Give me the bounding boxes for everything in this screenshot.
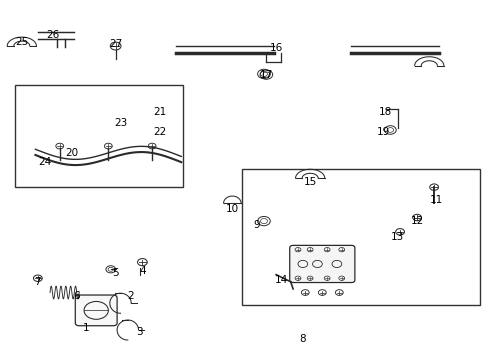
Text: 3: 3 (136, 327, 143, 337)
FancyBboxPatch shape (75, 295, 117, 326)
Text: 13: 13 (390, 232, 404, 242)
FancyBboxPatch shape (289, 246, 354, 283)
Text: 7: 7 (35, 277, 41, 287)
Text: 25: 25 (15, 37, 28, 48)
Text: 27: 27 (109, 39, 122, 49)
Text: 23: 23 (114, 118, 127, 128)
Text: 17: 17 (259, 69, 272, 80)
Text: 15: 15 (303, 177, 316, 187)
Text: 20: 20 (65, 148, 78, 158)
Text: 11: 11 (429, 195, 442, 204)
Text: 9: 9 (253, 220, 260, 230)
Text: 1: 1 (83, 323, 90, 333)
Text: 14: 14 (274, 275, 287, 285)
Text: 8: 8 (299, 334, 305, 344)
Text: 21: 21 (152, 107, 166, 117)
Text: 12: 12 (409, 216, 423, 226)
Text: 6: 6 (73, 291, 80, 301)
Text: 19: 19 (376, 127, 389, 137)
Text: 22: 22 (152, 127, 166, 137)
Text: 2: 2 (127, 291, 133, 301)
Text: 26: 26 (46, 30, 59, 40)
Text: 4: 4 (139, 266, 145, 276)
Bar (15, 85, 183, 187)
Text: 18: 18 (378, 107, 391, 117)
Text: 24: 24 (39, 157, 52, 167)
Text: 5: 5 (112, 268, 119, 278)
Text: 16: 16 (269, 43, 282, 53)
Text: 10: 10 (225, 203, 239, 213)
Bar (242, 169, 479, 305)
